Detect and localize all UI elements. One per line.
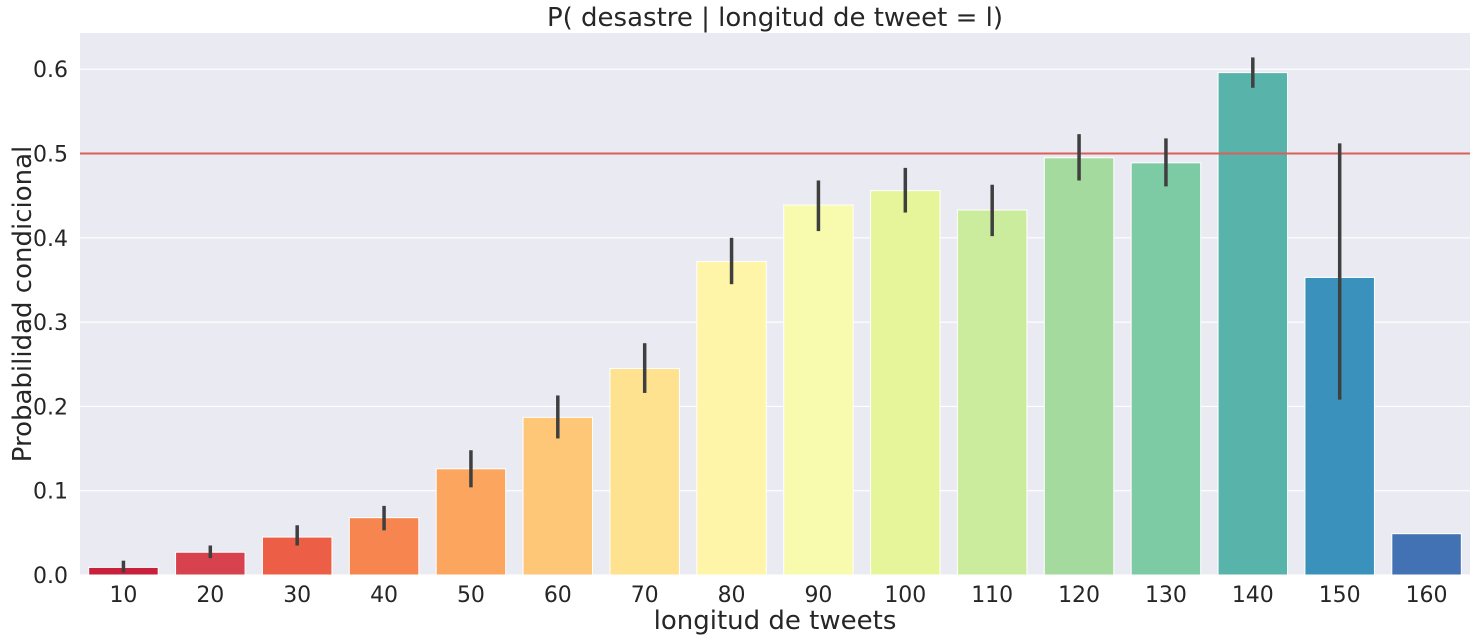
bar-60 (522, 416, 594, 576)
x-tick-label: 160 (1406, 583, 1448, 608)
x-tick-label: 150 (1319, 583, 1361, 608)
error-bars (121, 57, 1342, 573)
bar-140 (1217, 72, 1289, 576)
y-tick-label: 0.2 (33, 395, 68, 420)
x-axis-label: longitud de tweets (654, 606, 897, 636)
x-tick-label: 60 (544, 583, 572, 608)
x-tick-label: 20 (196, 583, 224, 608)
y-tick-label: 0.4 (33, 227, 68, 252)
x-tick-label: 90 (804, 583, 832, 608)
bar-90 (783, 204, 854, 576)
x-tick-label: 140 (1232, 583, 1274, 608)
bar-80 (696, 260, 767, 576)
x-tick-label: 100 (884, 583, 926, 608)
x-tick-label: 120 (1058, 583, 1100, 608)
x-tick-label: 110 (971, 583, 1013, 608)
x-tick-labels: 10 20 30 40 50 60 70 80 90 100 110 120 130 140 150 160 (109, 583, 1447, 608)
bar-120 (1043, 157, 1115, 576)
bar-110 (956, 209, 1028, 576)
bar-160 (1391, 533, 1462, 576)
y-tick-label: 0.0 (33, 564, 68, 589)
x-tick-label: 30 (283, 583, 311, 608)
y-tick-label: 0.1 (33, 480, 68, 505)
x-tick-label: 130 (1145, 583, 1187, 608)
x-tick-label: 40 (370, 583, 398, 608)
y-tick-label: 0.3 (33, 311, 68, 336)
y-tick-label: 0.6 (33, 58, 68, 83)
x-tick-label: 70 (631, 583, 659, 608)
x-tick-label: 50 (457, 583, 485, 608)
y-tick-label: 0.5 (33, 143, 68, 168)
bar-130 (1130, 162, 1202, 576)
x-tick-label: 80 (718, 583, 746, 608)
chart-title: P( desastre | longitud de tweet = l) (547, 3, 1003, 33)
bar-70 (609, 367, 680, 576)
bar-100 (870, 190, 941, 576)
x-tick-label: 10 (109, 583, 137, 608)
y-tick-labels: 0.0 0.1 0.2 0.3 0.4 0.5 0.6 (33, 58, 68, 589)
y-axis-label: Probabilidad condicional (8, 146, 38, 463)
